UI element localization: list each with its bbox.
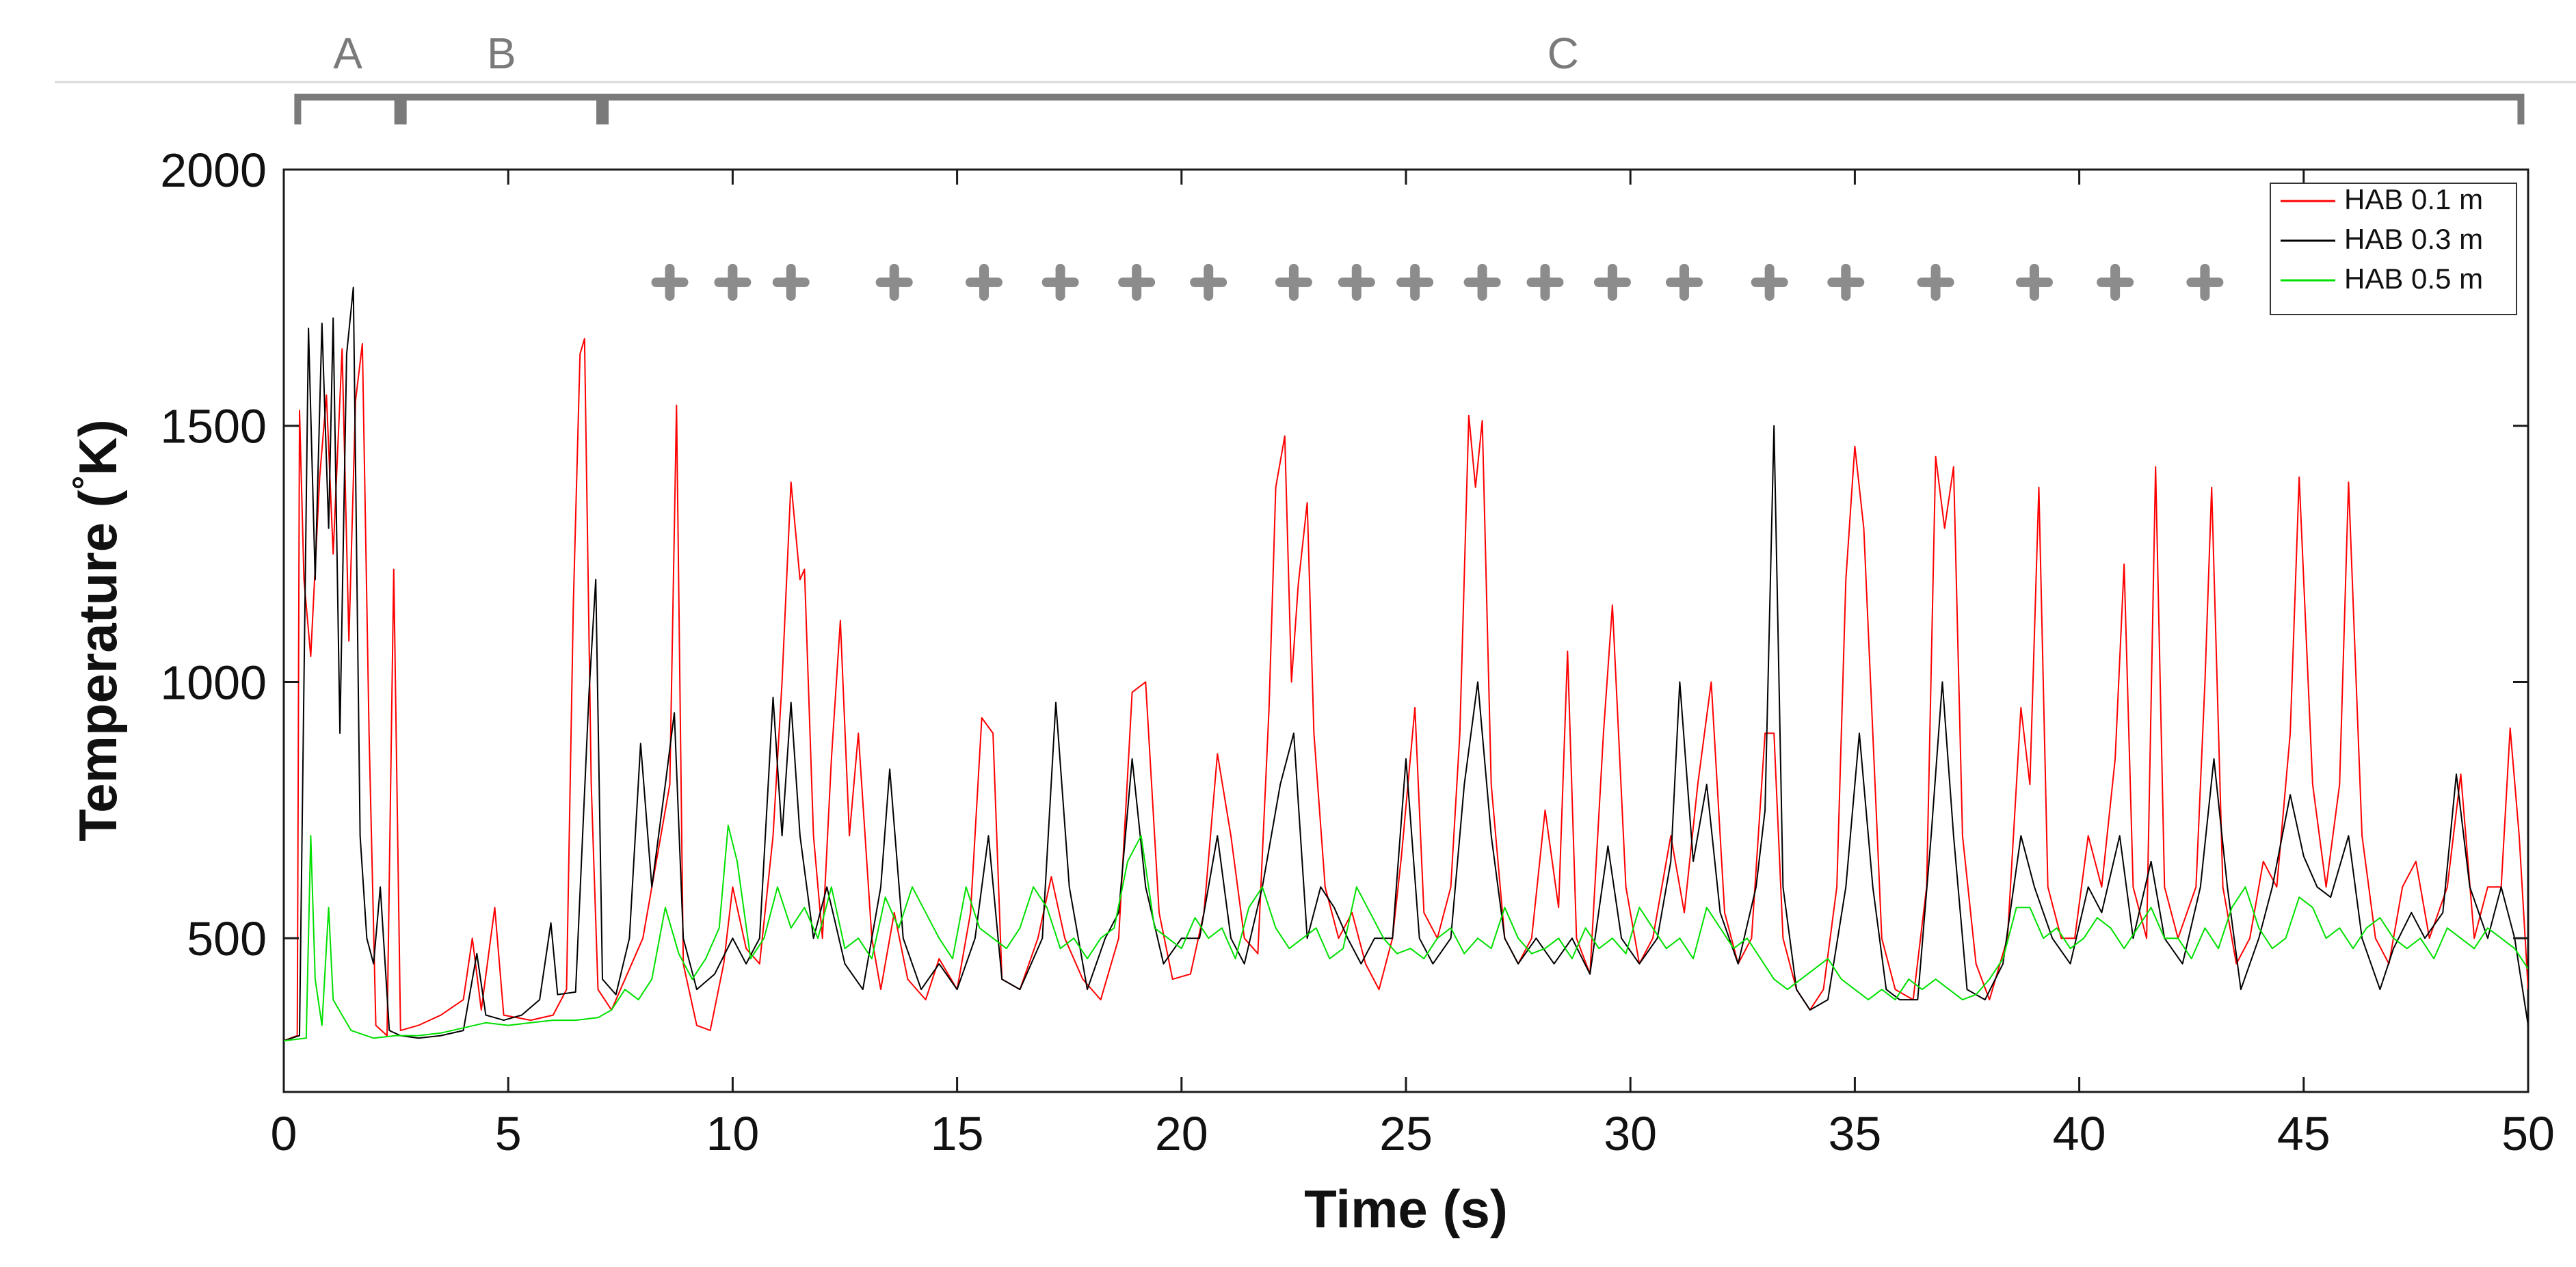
x-tick-label: 0 xyxy=(271,1107,297,1160)
y-tick-label: 1000 xyxy=(160,656,267,709)
event-marker xyxy=(2186,263,2224,301)
y-axis-title-main: Temperature ( xyxy=(68,490,128,841)
legend-label: HAB 0.3 m xyxy=(2344,223,2483,255)
event-marker xyxy=(1190,263,1227,301)
plot-area xyxy=(282,168,2529,1093)
y-axis-title: Temperature (°K) xyxy=(66,419,128,841)
event-marker xyxy=(1041,263,1079,301)
series-line-hab-0-5-m xyxy=(284,825,2528,1042)
axes: 0 5 10 15 20 25 30 35 40 45 50 500 1000 1500 2000 xyxy=(160,144,2555,1160)
event-marker xyxy=(1275,263,1312,301)
phase-bracket xyxy=(294,94,401,124)
x-tick-label: 15 xyxy=(931,1107,984,1160)
y-tick-label: 1500 xyxy=(160,400,267,453)
y-tick-label: 500 xyxy=(187,912,267,965)
series-lines xyxy=(284,286,2528,1042)
event-marker xyxy=(875,263,913,301)
event-marker xyxy=(2097,263,2134,301)
y-axis-title-degree: ° xyxy=(66,476,105,490)
phase-bracket xyxy=(602,94,2525,124)
y-axis-title-unit: K) xyxy=(68,419,128,475)
event-marker xyxy=(1396,263,1434,301)
phase-label: B xyxy=(487,29,516,78)
event-marker xyxy=(2015,263,2053,301)
x-tick-label: 50 xyxy=(2501,1107,2555,1160)
x-tick-label: 10 xyxy=(706,1107,759,1160)
legend-label: HAB 0.5 m xyxy=(2344,263,2483,295)
x-axis-title: Time (s) xyxy=(1304,1179,1508,1239)
event-markers xyxy=(651,263,2224,301)
event-marker xyxy=(1665,263,1703,301)
event-marker xyxy=(651,263,689,301)
event-marker xyxy=(772,263,810,301)
x-tick-label: 30 xyxy=(1604,1107,1657,1160)
event-marker xyxy=(1751,263,1788,301)
legend-box xyxy=(2270,183,2517,315)
x-tick-label: 20 xyxy=(1155,1107,1208,1160)
event-marker xyxy=(1526,263,1564,301)
x-tick-label: 35 xyxy=(1828,1107,1881,1160)
event-marker xyxy=(1118,263,1156,301)
legend-label: HAB 0.1 m xyxy=(2344,183,2483,215)
y-tick-label: 2000 xyxy=(160,144,267,197)
event-marker xyxy=(1827,263,1865,301)
phase-label: C xyxy=(1548,29,1579,78)
legend: HAB 0.1 m HAB 0.3 m HAB 0.5 m xyxy=(2270,183,2517,315)
event-marker xyxy=(1593,263,1631,301)
x-tick-label: 5 xyxy=(495,1107,522,1160)
event-marker xyxy=(965,263,1002,301)
x-tick-label: 45 xyxy=(2277,1107,2331,1160)
event-marker xyxy=(714,263,752,301)
phase-bracket xyxy=(399,94,604,124)
phase-brackets: A B C xyxy=(294,29,2525,124)
x-tick-label: 40 xyxy=(2053,1107,2106,1160)
event-marker xyxy=(1917,263,1954,301)
event-marker xyxy=(1338,263,1375,301)
x-tick-label: 25 xyxy=(1379,1107,1433,1160)
series-line-hab-0-3-m xyxy=(284,286,2528,1042)
series-line-hab-0-1-m xyxy=(284,338,2528,1042)
event-marker xyxy=(1463,263,1501,301)
phase-label: A xyxy=(333,29,362,78)
